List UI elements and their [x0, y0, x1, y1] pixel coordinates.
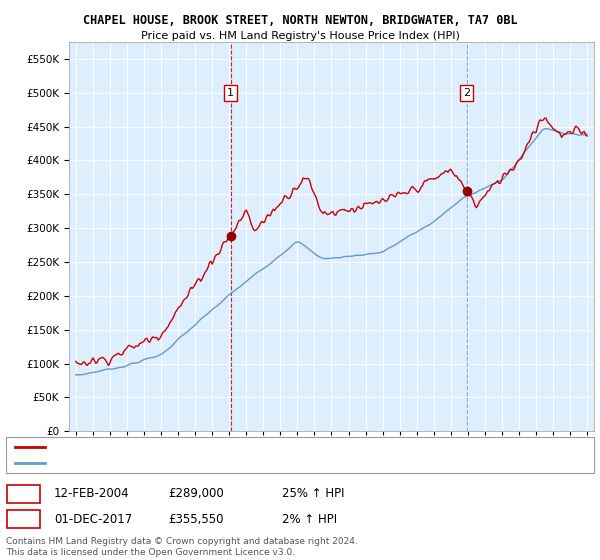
- Text: £355,550: £355,550: [168, 512, 224, 526]
- Text: HPI: Average price, detached house, Somerset: HPI: Average price, detached house, Some…: [49, 459, 292, 468]
- Text: £289,000: £289,000: [168, 487, 224, 501]
- Text: Contains HM Land Registry data © Crown copyright and database right 2024.: Contains HM Land Registry data © Crown c…: [6, 537, 358, 546]
- Text: This data is licensed under the Open Government Licence v3.0.: This data is licensed under the Open Gov…: [6, 548, 295, 557]
- Text: 1: 1: [20, 487, 27, 501]
- Text: 1: 1: [227, 88, 234, 98]
- Text: CHAPEL HOUSE, BROOK STREET, NORTH NEWTON, BRIDGWATER, TA7 0BL (detached ho: CHAPEL HOUSE, BROOK STREET, NORTH NEWTON…: [49, 442, 506, 451]
- Text: 2: 2: [463, 88, 470, 98]
- Text: 2% ↑ HPI: 2% ↑ HPI: [282, 512, 337, 526]
- Text: Price paid vs. HM Land Registry's House Price Index (HPI): Price paid vs. HM Land Registry's House …: [140, 31, 460, 41]
- Text: 25% ↑ HPI: 25% ↑ HPI: [282, 487, 344, 501]
- Text: CHAPEL HOUSE, BROOK STREET, NORTH NEWTON, BRIDGWATER, TA7 0BL: CHAPEL HOUSE, BROOK STREET, NORTH NEWTON…: [83, 14, 517, 27]
- Text: 12-FEB-2004: 12-FEB-2004: [54, 487, 130, 501]
- Text: 2: 2: [20, 512, 27, 526]
- Text: 01-DEC-2017: 01-DEC-2017: [54, 512, 132, 526]
